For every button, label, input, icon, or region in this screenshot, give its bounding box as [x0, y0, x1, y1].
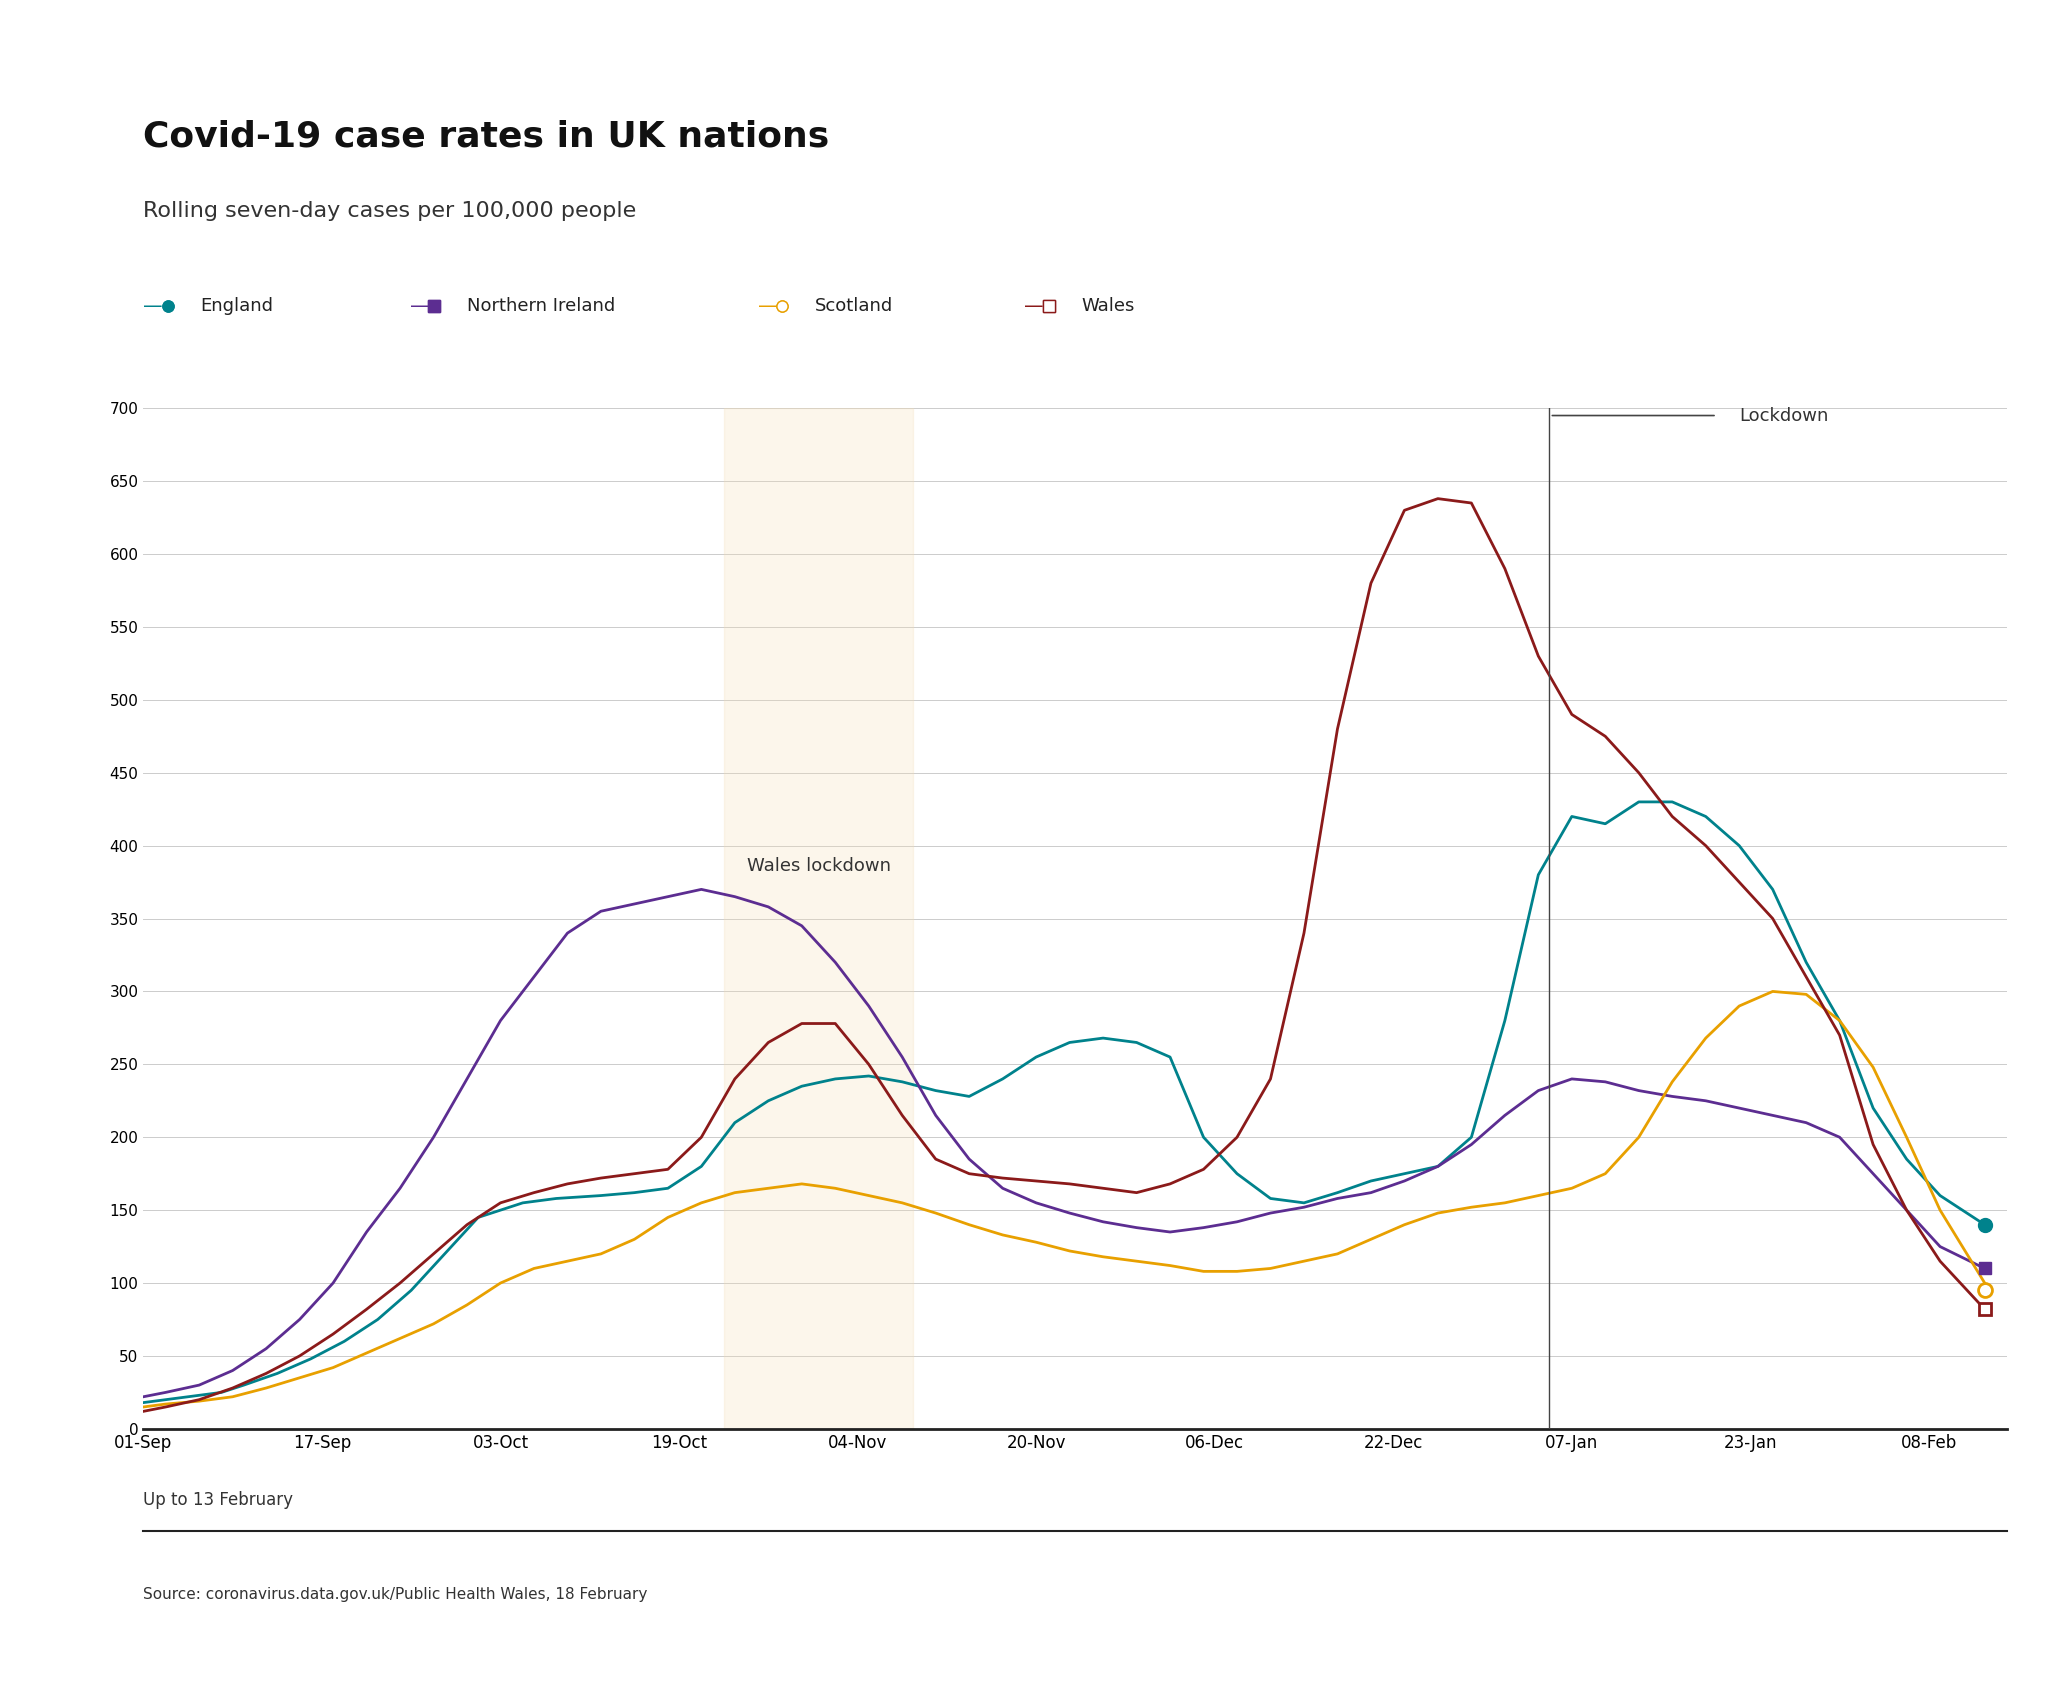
Text: Wales: Wales [1081, 298, 1135, 315]
Text: —: — [143, 296, 164, 316]
Text: Lockdown: Lockdown [1739, 407, 1829, 425]
Text: Up to 13 February: Up to 13 February [143, 1492, 293, 1509]
Text: Covid-19 case rates in UK nations: Covid-19 case rates in UK nations [143, 119, 829, 153]
Text: —: — [758, 296, 778, 316]
Text: —: — [1024, 296, 1044, 316]
Text: Source: coronavirus.data.gov.uk/Public Health Wales, 18 February: Source: coronavirus.data.gov.uk/Public H… [143, 1587, 647, 1602]
Text: Scotland: Scotland [815, 298, 893, 315]
Text: —: — [410, 296, 430, 316]
Bar [723, 408, 913, 1429]
Text: England: England [201, 298, 274, 315]
Text: Rolling seven-day cases per 100,000 people: Rolling seven-day cases per 100,000 peop… [143, 201, 637, 221]
Text: Wales lockdown: Wales lockdown [748, 857, 891, 874]
Text: BBC: BBC [1903, 1594, 1948, 1613]
Text: Northern Ireland: Northern Ireland [467, 298, 614, 315]
